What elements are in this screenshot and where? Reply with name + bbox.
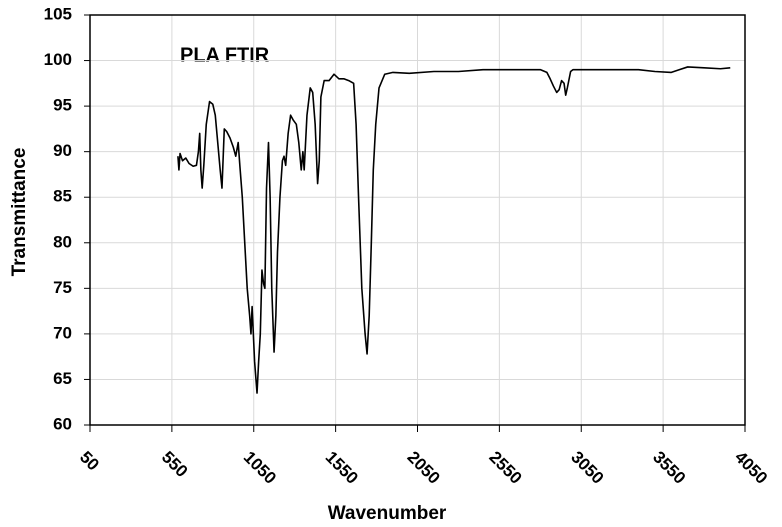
y-tick-label: 100	[44, 50, 72, 69]
y-tick-label: 75	[53, 278, 72, 297]
y-tick-label: 85	[53, 187, 72, 206]
y-tick-label: 80	[53, 232, 72, 251]
y-axis-label: Transmittance	[9, 148, 30, 277]
x-tick-label: 2550	[485, 448, 525, 488]
x-tick-label: 1050	[240, 448, 280, 488]
chart-annotation: PLA FTIR	[180, 44, 270, 66]
y-tick-label: 65	[53, 369, 72, 388]
plot-frame	[89, 14, 746, 426]
x-axis-label: Wavenumber	[328, 503, 447, 524]
x-tick-label: 3550	[649, 448, 689, 488]
x-tick-label: 2050	[404, 448, 444, 488]
y-tick-label: 95	[53, 96, 72, 115]
y-tick-label: 60	[53, 414, 72, 433]
x-tick-label: 3050	[567, 448, 607, 488]
x-tick-label: 1550	[322, 448, 362, 488]
x-tick-label: 50	[76, 448, 103, 475]
x-tick-label: 550	[158, 448, 191, 481]
y-tick-label: 105	[44, 4, 72, 23]
x-tick-label: 4050	[731, 448, 771, 488]
spectrum-line	[177, 66, 731, 394]
y-tick-label: 90	[53, 141, 72, 160]
y-tick-label: 70	[53, 323, 72, 342]
